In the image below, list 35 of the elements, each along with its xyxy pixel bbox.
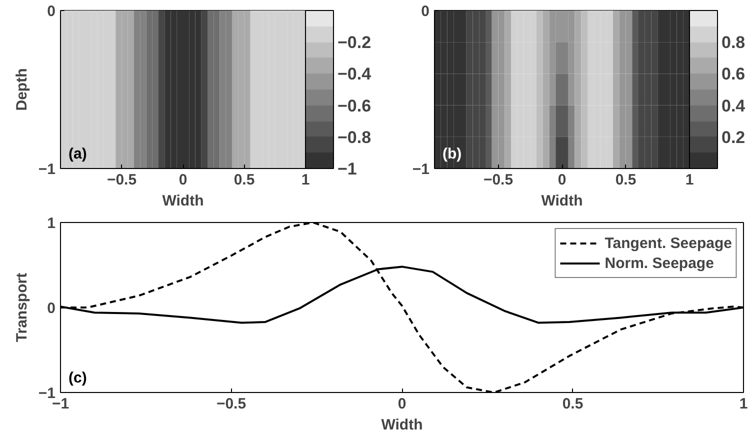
x-tick-label: 1 (739, 396, 748, 412)
y-axis-title: Transport (13, 272, 30, 342)
x-tick-label: −0.5 (483, 172, 514, 188)
x-tick-label: 0 (558, 172, 566, 188)
x-tick-label: 0.5 (234, 172, 255, 188)
y-tick-label: 0 (47, 3, 56, 20)
x-tick-label: 0.5 (562, 396, 584, 412)
x-axis-title: Width (162, 192, 204, 210)
x-tick-label: 0 (398, 396, 406, 412)
annotation: (c) (68, 370, 87, 386)
y-axis-title: Depth (13, 68, 30, 111)
legend-label: Norm. Seepage (604, 254, 714, 272)
y-tick-label: 1 (47, 215, 56, 232)
annotation: (a) (68, 146, 87, 162)
color-bar-label: −0.6 (338, 96, 372, 116)
y-tick-label: 0 (47, 300, 56, 317)
x-tick-label: 1 (301, 172, 310, 188)
x-axis-title: Width (381, 416, 423, 434)
color-bar-label: 0.2 (722, 128, 746, 147)
x-axis-title: Width (541, 192, 583, 210)
y-tick-label: −1 (38, 385, 56, 402)
color-bar-label: 0.8 (722, 33, 746, 52)
color-bar-label: −0.2 (338, 33, 372, 52)
y-tick-label: −1 (38, 161, 56, 178)
annotation: (b) (442, 146, 462, 162)
color-bar-label: −0.4 (338, 64, 372, 84)
x-tick-label: −0.5 (216, 396, 246, 412)
color-bar-label: −0.8 (338, 128, 372, 147)
x-tick-label: 1 (685, 172, 694, 188)
legend-label: Tangent. Seepage (604, 234, 732, 252)
x-tick-label: −0.5 (106, 172, 137, 188)
color-bar-label: 0.4 (722, 96, 746, 116)
x-tick-label: 0 (178, 172, 188, 188)
x-tick-label: 0.5 (615, 172, 636, 188)
color-bar-label: 0.6 (722, 64, 746, 84)
